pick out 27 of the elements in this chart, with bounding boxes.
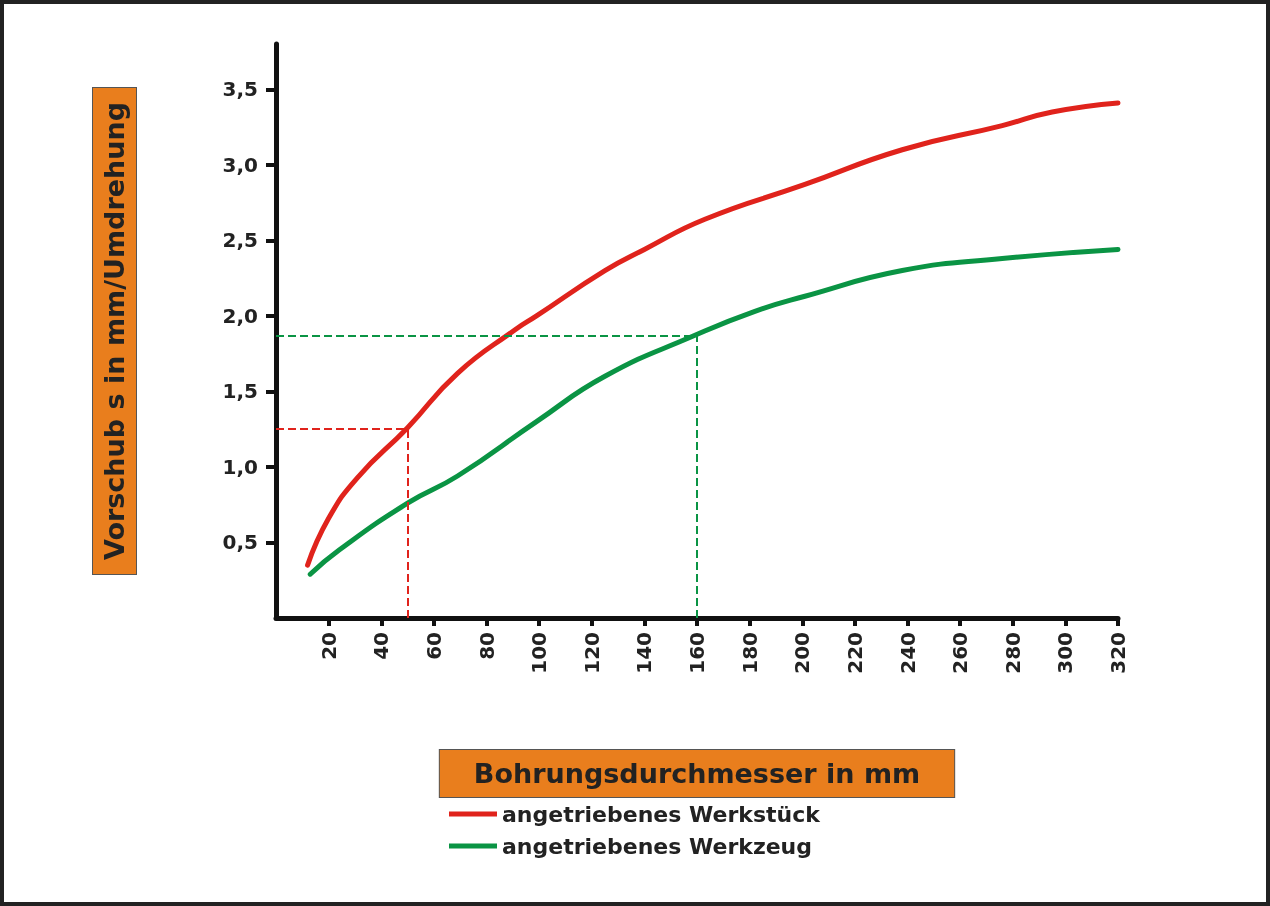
legend-label: angetriebenes Werkstück — [502, 801, 822, 827]
x-tick-label: 60 — [421, 632, 446, 660]
x-tick-label: 240 — [895, 632, 920, 674]
x-tick-label: 140 — [632, 632, 657, 674]
x-tick-label: 220 — [842, 632, 867, 674]
x-axis-title: Bohrungsdurchmesser in mm — [473, 758, 921, 789]
x-tick-label: 200 — [790, 632, 815, 674]
y-axis-title: Vorschub s in mm/Umdrehung — [99, 101, 130, 561]
x-tick-label: 120 — [579, 632, 604, 674]
y-tick-label: 0,5 — [222, 530, 258, 555]
y-tick-label: 1,0 — [222, 454, 258, 479]
y-tick-label: 3,5 — [222, 77, 258, 102]
legend-label: angetriebenes Werkzeug — [502, 833, 813, 859]
x-tick-label: 180 — [737, 632, 762, 674]
x-tick-label: 100 — [527, 632, 552, 674]
x-tick-label: 260 — [948, 632, 973, 674]
x-tick-label: 300 — [1053, 632, 1078, 674]
x-tick-label: 280 — [1000, 632, 1025, 674]
x-tick-label: 40 — [369, 632, 394, 660]
y-tick-label: 2,5 — [222, 228, 258, 253]
x-tick-label: 20 — [316, 632, 341, 660]
y-tick-label: 3,0 — [222, 152, 258, 177]
x-tick-label: 160 — [685, 632, 709, 674]
y-tick-label: 1,5 — [222, 379, 258, 404]
x-tick-label: 320 — [1106, 632, 1130, 674]
y-tick-label: 2,0 — [222, 303, 258, 328]
x-tick-label: 80 — [474, 632, 499, 660]
